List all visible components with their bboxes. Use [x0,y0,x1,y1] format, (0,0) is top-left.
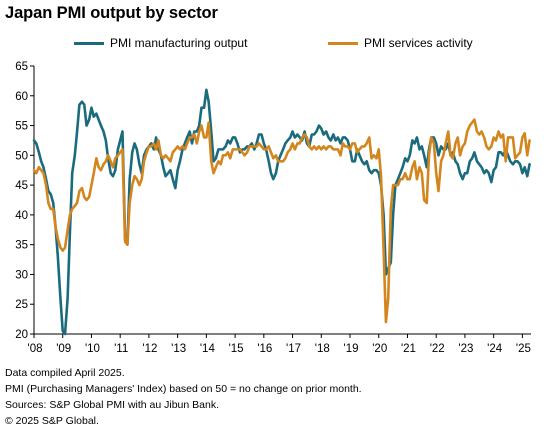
legend-swatch-services [328,41,358,45]
x-tick-label: '11 [114,343,128,355]
y-tick-label: 25 [15,299,28,311]
x-tick-label: '10 [85,343,100,355]
y-tick-label: 45 [15,180,28,192]
chart-title: Japan PMI output by sector [5,4,218,22]
y-tick-label: 65 [15,61,28,73]
y-tick-label: 30 [15,269,28,281]
y-tick-label: 60 [15,91,28,103]
x-tick-label: '08 [28,343,43,355]
note-line: PMI (Purchasing Managers' Index) based o… [5,383,362,395]
series-group [32,88,531,336]
note-line: © 2025 S&P Global. [5,415,99,427]
y-tick-label: 50 [15,150,28,162]
legend-label-services: PMI services activity [364,36,473,50]
note-line: Sources: S&P Global PMI with au Jibun Ba… [5,399,219,411]
legend-item-services: PMI services activity [328,36,473,50]
source-notes: Data compiled April 2025. PMI (Purchasin… [5,365,362,429]
y-tick-label: 35 [15,240,28,252]
y-tick-label: 55 [15,121,28,133]
legend-swatch-manufacturing [74,41,104,45]
y-tick-label: 20 [15,329,28,341]
x-tick-label: '14 [200,343,216,355]
x-tick-label: '19 [344,343,359,355]
x-tick-label: '25 [516,343,531,355]
y-tick-label: 40 [15,210,28,222]
x-tick-label: '20 [372,343,387,355]
x-tick-label: '21 [401,343,416,355]
x-tick-label: '16 [257,343,272,355]
axes: 20 25 30 35 40 45 50 55 60 65 '08 '09 '10 '11 '12 '13 '1… [15,61,531,355]
x-tick-label: '24 [487,343,503,355]
legend-label-manufacturing: PMI manufacturing output [110,36,248,50]
x-tick-label: '15 [229,343,244,355]
x-tick-label: '09 [56,343,71,355]
x-tick-label: '23 [458,343,473,355]
series-line-services [32,118,531,324]
note-line: Data compiled April 2025. [5,367,125,379]
legend-item-manufacturing: PMI manufacturing output [74,36,247,50]
x-tick-label: '18 [315,343,330,355]
x-tick-label: '12 [142,343,157,355]
x-tick-label: '13 [171,343,186,355]
x-tick-label: '17 [286,343,301,355]
x-tick-label: '22 [430,343,445,355]
series-line-manufacturing [32,88,531,336]
